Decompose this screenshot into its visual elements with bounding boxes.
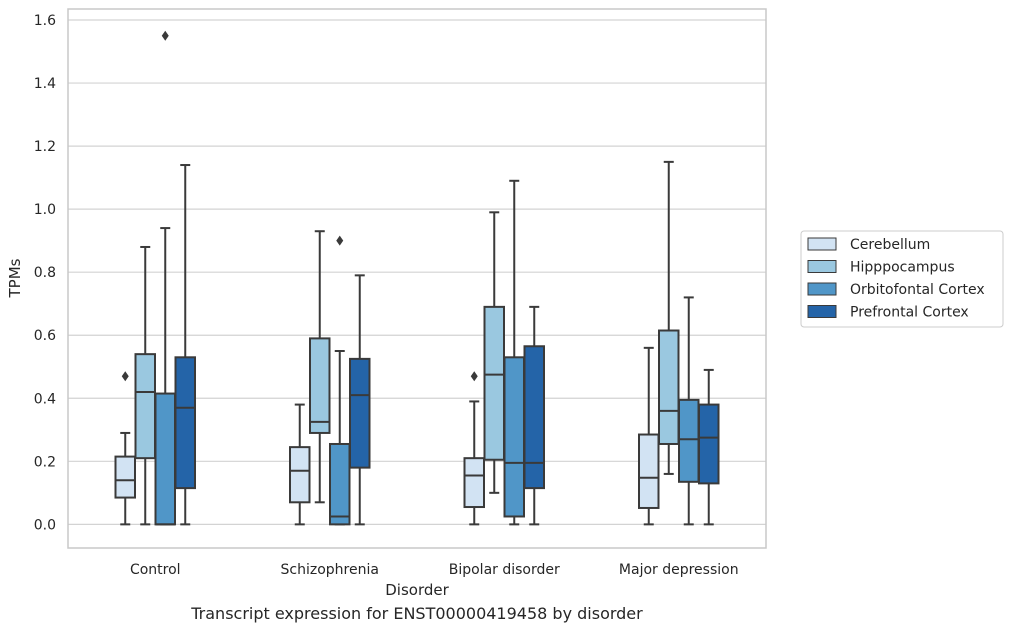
box-3-1 [154, 30, 176, 526]
box-body [698, 403, 720, 485]
legend-label: Cerebellum [850, 237, 930, 253]
legend-label: Prefrontal Cortex [850, 305, 969, 321]
y-tick-label: 0.4 [34, 391, 56, 407]
plot-frame [67, 8, 767, 549]
legend-frame [800, 230, 1004, 328]
y-axis-ticks: 0.0 0.2 0.4 0.6 0.8 1.0 1.2 1.4 1.6 [34, 13, 56, 533]
box-4-4 [698, 368, 720, 526]
legend-swatch [807, 305, 837, 318]
y-tick-label: 1.6 [34, 13, 56, 29]
box-1-4 [638, 346, 660, 526]
box-body [349, 357, 371, 469]
legend-item-4: Prefrontal Cortex [807, 305, 969, 321]
y-tick-label: 0.8 [34, 265, 56, 281]
legend-swatch [807, 237, 837, 251]
box-4-3 [523, 305, 545, 526]
legend-item-2: Hipppocampus [807, 260, 955, 276]
y-axis-label: TPMs [6, 258, 24, 298]
x-axis-ticks: Control Schizophrenia Bipolar disorder Majo… [130, 562, 739, 578]
x-tick-label: Schizophrenia [281, 562, 379, 578]
box-body [329, 442, 351, 526]
y-tick-label: 0.0 [34, 517, 56, 533]
box-body [174, 356, 196, 490]
chart-caption: Transcript expression for ENST0000041945… [191, 604, 643, 623]
legend-item-3: Orbitofontal Cortex [807, 282, 985, 298]
boxes [114, 30, 720, 526]
box-2-1 [134, 245, 156, 526]
legend-label: Orbitofontal Cortex [850, 282, 985, 298]
x-axis-label: Disorder [385, 581, 449, 599]
box-2-2 [309, 230, 331, 504]
box-2-3 [483, 211, 505, 494]
box-body [523, 345, 545, 490]
outlier-point [121, 371, 129, 382]
y-tick-label: 1.2 [34, 139, 56, 155]
box-body [503, 356, 525, 518]
box-4-2 [349, 274, 371, 526]
box-body [114, 455, 136, 499]
y-tick-label: 1.4 [34, 76, 56, 92]
outlier-point [470, 371, 478, 382]
box-1-3 [463, 371, 485, 526]
y-tick-label: 0.6 [34, 328, 56, 344]
box-body [483, 305, 505, 461]
x-tick-label: Major depression [619, 562, 739, 578]
y-tick-label: 0.2 [34, 454, 56, 470]
x-tick-label: Control [130, 562, 181, 578]
box-body [678, 398, 700, 483]
box-body [658, 329, 680, 445]
legend-swatch [807, 260, 837, 273]
box-body [134, 353, 156, 460]
legend-swatch [807, 282, 837, 296]
legend-item-1: Cerebellum [807, 237, 930, 253]
box-3-2 [329, 235, 351, 526]
outlier-point [161, 30, 169, 41]
box-4-1 [174, 164, 196, 526]
box-1-1 [114, 371, 136, 526]
box-1-2 [289, 403, 311, 526]
box-3-4 [678, 296, 700, 526]
box-body [289, 446, 311, 504]
box-body [154, 392, 176, 526]
box-body [638, 433, 660, 509]
y-tick-label: 1.0 [34, 202, 56, 218]
box-2-4 [658, 160, 680, 475]
x-tick-label: Bipolar disorder [449, 562, 560, 578]
legend: Cerebellum Hipppocampus Orbitofontal Corte… [800, 230, 1004, 328]
box-3-3 [503, 179, 525, 526]
legend-label: Hipppocampus [850, 260, 955, 276]
box-body [463, 457, 485, 509]
outlier-point [336, 235, 344, 246]
box-body [309, 337, 331, 434]
